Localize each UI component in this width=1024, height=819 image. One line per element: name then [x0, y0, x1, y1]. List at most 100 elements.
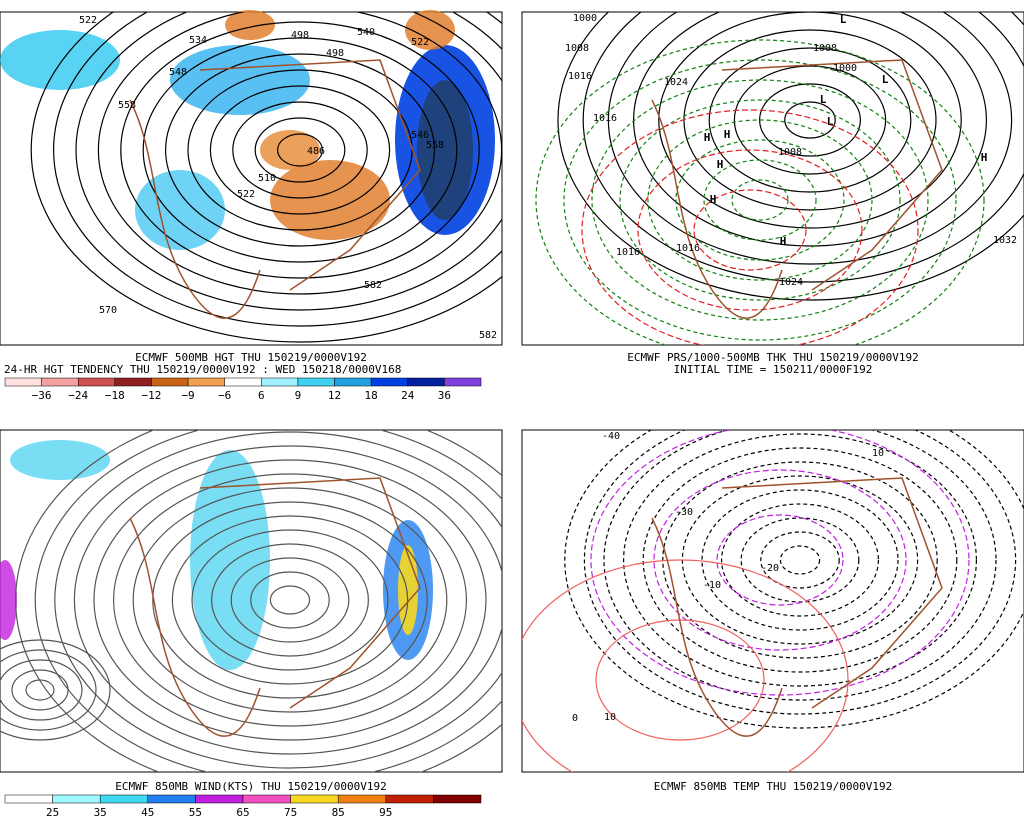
contour-line — [250, 571, 330, 629]
caption: ECMWF 850MB TEMP THU 150219/0000V192 — [654, 780, 892, 793]
contour-line — [622, 433, 977, 687]
contour-line — [716, 514, 844, 606]
contour-label: 558 — [118, 100, 136, 111]
contour-line — [120, 21, 480, 279]
colorbar-swatch — [187, 377, 225, 387]
contour-label: 522 — [237, 189, 255, 200]
colorbar-swatch — [41, 377, 79, 387]
colorbar-label: 36 — [438, 389, 451, 402]
pressure-center: H — [981, 151, 988, 164]
contour-line — [603, 430, 997, 701]
colorbar-label: −12 — [142, 389, 162, 402]
colorbar-swatch — [195, 794, 244, 804]
pressure-center: L — [820, 93, 827, 106]
contour-label: 1008 — [565, 43, 589, 54]
contour-line — [642, 447, 958, 673]
colorbar-swatch — [433, 794, 482, 804]
coastline — [129, 477, 421, 737]
contour-label: 10 — [604, 712, 616, 723]
shaded-area — [260, 130, 320, 170]
contour-line — [557, 12, 1024, 301]
pressure-center: H — [710, 193, 717, 206]
contour-line — [0, 649, 97, 731]
contour-line — [132, 487, 448, 713]
contour-line — [73, 445, 502, 755]
shaded-area — [417, 80, 473, 220]
contour-label: -20 — [761, 563, 779, 574]
colorbar-swatch — [4, 794, 53, 804]
contour-label: 1016 — [568, 71, 592, 82]
caption: ECMWF 500MB HGT THU 150219/0000V192 — [135, 351, 367, 364]
colorbar-swatch — [334, 377, 372, 387]
pressure-center: H — [724, 128, 731, 141]
contour-label: 582 — [364, 280, 382, 291]
contour-label: 582 — [479, 330, 497, 341]
contour-label: 570 — [99, 305, 117, 316]
shaded-area — [0, 560, 17, 640]
shaded-area — [135, 170, 225, 250]
contour-line — [53, 12, 502, 327]
contour-label: 534 — [189, 35, 207, 46]
contour-line — [93, 459, 487, 741]
pressure-center: L — [840, 13, 847, 26]
colorbar-swatch — [290, 794, 339, 804]
contour-line — [171, 515, 409, 685]
contour-line — [0, 659, 83, 721]
contour-line — [522, 559, 849, 772]
colorbar-label: −18 — [105, 389, 125, 402]
contour-line — [619, 99, 901, 301]
colorbar-label: 75 — [284, 806, 297, 819]
shaded-area — [405, 10, 455, 50]
contour-label: 1016 — [676, 243, 700, 254]
contour-line — [209, 85, 391, 215]
colorbar-label: 45 — [141, 806, 154, 819]
caption: ECMWF 850MB WIND(KTS) THU 150219/0000V19… — [115, 780, 387, 793]
colorbar-label: −24 — [68, 389, 88, 402]
contour-line — [740, 517, 860, 603]
colorbar-label: 65 — [236, 806, 249, 819]
contour-label: -40 — [602, 431, 620, 442]
contour-label: 1016 — [593, 113, 617, 124]
contour-line — [277, 133, 324, 167]
contour-label: 1024 — [664, 77, 688, 88]
coastline — [651, 477, 943, 737]
colorbar-swatch — [77, 377, 116, 387]
colorbar-swatch — [224, 377, 262, 387]
contour-label: 546 — [411, 130, 429, 141]
contour-line — [758, 83, 861, 157]
contour-line — [54, 431, 502, 769]
contour-line — [708, 47, 912, 193]
colorbar-label: −6 — [218, 389, 231, 402]
colorbar-swatch — [242, 794, 291, 804]
pressure-center: L — [882, 73, 889, 86]
contour-label: -30 — [675, 507, 693, 518]
colorbar-swatch — [147, 794, 196, 804]
shaded-area — [190, 450, 270, 670]
contour-label: 548 — [169, 67, 187, 78]
contour-label: 522 — [411, 37, 429, 48]
contour-line — [535, 39, 985, 345]
contour-line — [564, 430, 1024, 729]
pressure-center: H — [780, 235, 787, 248]
contour-line — [97, 12, 502, 295]
colorbar-swatch — [444, 377, 482, 387]
contour-line — [701, 489, 899, 631]
shaded-area — [225, 10, 275, 40]
contour-line — [165, 53, 435, 247]
map-frame — [521, 429, 1024, 773]
contour-line — [142, 37, 458, 263]
contour-line — [0, 639, 111, 741]
caption: 24-HR HGT TENDENCY THU 150219/0000V192 :… — [4, 363, 401, 376]
contour-line — [607, 12, 1013, 265]
contour-label: 540 — [357, 27, 375, 38]
colorbar-label: 24 — [401, 389, 415, 402]
caption: ECMWF PRS/1000-500MB THK THU 150219/0000… — [627, 351, 918, 364]
contour-line — [75, 12, 502, 311]
contour-line — [113, 473, 467, 727]
contour-label: 1008 — [778, 147, 802, 158]
colorbar-label: 6 — [258, 389, 265, 402]
pressure-center: H — [717, 158, 724, 171]
contour-line — [647, 119, 873, 281]
contour-line — [658, 12, 962, 229]
